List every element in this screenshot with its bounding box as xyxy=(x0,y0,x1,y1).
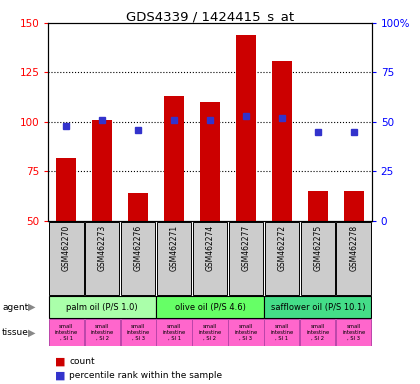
Text: GSM462275: GSM462275 xyxy=(313,225,322,271)
Text: GSM462276: GSM462276 xyxy=(134,225,143,271)
Text: percentile rank within the sample: percentile rank within the sample xyxy=(69,371,223,380)
Bar xyxy=(300,319,336,346)
Text: ▶: ▶ xyxy=(28,302,35,312)
Text: GSM462271: GSM462271 xyxy=(170,225,178,271)
Bar xyxy=(336,222,371,295)
Bar xyxy=(308,191,328,221)
Bar xyxy=(301,222,335,295)
Bar xyxy=(344,191,364,221)
Bar xyxy=(164,96,184,221)
Bar xyxy=(56,157,76,221)
Bar xyxy=(265,222,299,295)
Text: GSM462273: GSM462273 xyxy=(98,225,107,271)
Text: count: count xyxy=(69,357,95,366)
Text: GDS4339 / 1424415_s_at: GDS4339 / 1424415_s_at xyxy=(126,10,294,23)
Text: GSM462277: GSM462277 xyxy=(241,225,250,271)
Text: palm oil (P/S 1.0): palm oil (P/S 1.0) xyxy=(66,303,138,312)
Bar xyxy=(157,319,192,346)
Bar xyxy=(264,296,371,318)
Text: agent: agent xyxy=(2,303,29,312)
Text: olive oil (P/S 4.6): olive oil (P/S 4.6) xyxy=(175,303,245,312)
Text: small
intestine
, SI 1: small intestine , SI 1 xyxy=(163,324,186,341)
Bar xyxy=(157,222,192,295)
Bar xyxy=(49,319,84,346)
Bar xyxy=(84,319,120,346)
Text: GSM462278: GSM462278 xyxy=(349,225,358,271)
Bar xyxy=(193,222,227,295)
Text: tissue: tissue xyxy=(2,328,29,337)
Text: GSM462272: GSM462272 xyxy=(277,225,286,271)
Text: small
intestine
, SI 3: small intestine , SI 3 xyxy=(126,324,150,341)
Bar xyxy=(200,102,220,221)
Bar xyxy=(228,319,263,346)
Bar xyxy=(92,120,112,221)
Bar xyxy=(272,61,292,221)
Text: GSM462270: GSM462270 xyxy=(62,225,71,271)
Bar xyxy=(85,222,119,295)
Bar xyxy=(49,296,156,318)
Text: small
intestine
, SI 2: small intestine , SI 2 xyxy=(306,324,329,341)
Bar xyxy=(121,319,156,346)
Text: small
intestine
, SI 2: small intestine , SI 2 xyxy=(91,324,114,341)
Bar xyxy=(128,193,148,221)
Bar xyxy=(49,222,84,295)
Text: ■: ■ xyxy=(55,357,65,367)
Text: small
intestine
, SI 1: small intestine , SI 1 xyxy=(55,324,78,341)
Bar xyxy=(228,222,263,295)
Bar xyxy=(192,319,228,346)
Bar xyxy=(236,35,256,221)
Bar xyxy=(121,222,155,295)
Text: ■: ■ xyxy=(55,370,65,380)
Bar xyxy=(157,296,263,318)
Text: small
intestine
, SI 3: small intestine , SI 3 xyxy=(342,324,365,341)
Text: safflower oil (P/S 10.1): safflower oil (P/S 10.1) xyxy=(270,303,365,312)
Text: GSM462274: GSM462274 xyxy=(205,225,215,271)
Text: small
intestine
, SI 3: small intestine , SI 3 xyxy=(234,324,257,341)
Text: small
intestine
, SI 2: small intestine , SI 2 xyxy=(198,324,222,341)
Bar xyxy=(336,319,371,346)
Text: small
intestine
, SI 1: small intestine , SI 1 xyxy=(270,324,294,341)
Bar xyxy=(264,319,299,346)
Text: ▶: ▶ xyxy=(28,328,35,338)
